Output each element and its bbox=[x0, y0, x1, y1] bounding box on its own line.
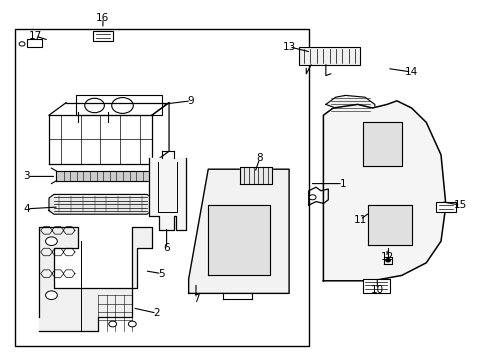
Text: 2: 2 bbox=[153, 308, 160, 318]
Polygon shape bbox=[368, 205, 412, 245]
Text: 13: 13 bbox=[282, 42, 296, 52]
Text: 1: 1 bbox=[340, 179, 346, 189]
Text: 5: 5 bbox=[158, 269, 165, 279]
Circle shape bbox=[46, 237, 57, 246]
Polygon shape bbox=[189, 169, 289, 293]
Bar bbox=[76, 95, 162, 115]
Circle shape bbox=[386, 258, 391, 262]
Text: 9: 9 bbox=[188, 96, 195, 106]
Bar bbox=[299, 47, 360, 65]
Text: 17: 17 bbox=[28, 31, 42, 41]
Text: 11: 11 bbox=[353, 215, 367, 225]
Bar bbox=[27, 39, 42, 47]
Bar bbox=[363, 279, 390, 293]
Polygon shape bbox=[49, 194, 152, 214]
Polygon shape bbox=[39, 227, 152, 331]
Polygon shape bbox=[240, 167, 272, 184]
Polygon shape bbox=[323, 101, 446, 281]
Text: 7: 7 bbox=[193, 294, 199, 304]
Text: 6: 6 bbox=[163, 243, 170, 253]
Polygon shape bbox=[208, 205, 270, 275]
Polygon shape bbox=[363, 122, 402, 166]
Bar bbox=[15, 29, 309, 346]
Text: 14: 14 bbox=[405, 67, 418, 77]
Text: 16: 16 bbox=[96, 13, 110, 23]
Circle shape bbox=[109, 321, 117, 327]
Text: 15: 15 bbox=[454, 200, 467, 210]
Circle shape bbox=[128, 321, 136, 327]
Text: 4: 4 bbox=[24, 204, 30, 214]
Text: 12: 12 bbox=[380, 252, 394, 262]
Text: 10: 10 bbox=[371, 285, 384, 295]
Polygon shape bbox=[149, 158, 186, 230]
Bar bbox=[93, 31, 113, 41]
Polygon shape bbox=[326, 95, 375, 113]
Circle shape bbox=[19, 42, 25, 46]
Text: 3: 3 bbox=[24, 171, 30, 181]
Polygon shape bbox=[56, 171, 152, 181]
Circle shape bbox=[309, 195, 316, 200]
Text: 8: 8 bbox=[256, 153, 263, 163]
Circle shape bbox=[46, 291, 57, 300]
Bar bbox=[436, 202, 456, 212]
